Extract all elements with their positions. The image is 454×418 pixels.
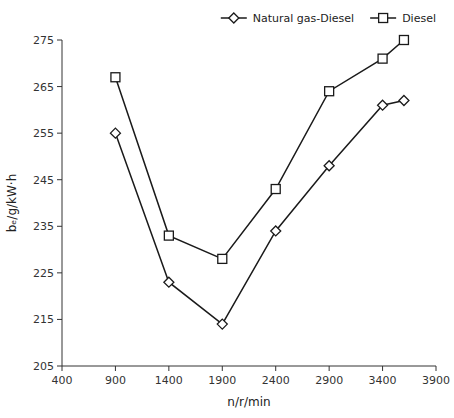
y-tick bbox=[57, 86, 62, 87]
y-tick-label: 225 bbox=[33, 267, 54, 280]
point bbox=[217, 319, 227, 329]
legend-item: Natural gas-Diesel bbox=[221, 12, 354, 25]
x-tick bbox=[115, 366, 116, 371]
point bbox=[164, 231, 173, 240]
point bbox=[110, 128, 120, 138]
point bbox=[399, 96, 409, 106]
axes: 400 900 1400 1900 2400 2900 3400 3900 205 215 225 2… bbox=[33, 34, 450, 387]
chart-container: 400 900 1400 1900 2400 2900 3400 3900 205 215 225 2… bbox=[0, 0, 454, 418]
y-tick bbox=[57, 133, 62, 134]
y-tick-label: 245 bbox=[33, 174, 54, 187]
point bbox=[271, 226, 281, 236]
y-tick bbox=[57, 272, 62, 273]
point bbox=[218, 254, 227, 263]
series-line bbox=[115, 40, 404, 259]
x-tick bbox=[275, 366, 276, 371]
plot-area bbox=[110, 36, 409, 330]
point bbox=[399, 36, 408, 45]
y-tick bbox=[57, 366, 62, 367]
y-tick-label: 265 bbox=[33, 81, 54, 94]
chart: 400 900 1400 1900 2400 2900 3400 3900 205 215 225 2… bbox=[0, 0, 454, 418]
x-tick bbox=[436, 366, 437, 371]
legend-label: Diesel bbox=[402, 12, 436, 25]
y-tick bbox=[57, 179, 62, 180]
point bbox=[324, 161, 334, 171]
x-tick-label: 3900 bbox=[422, 374, 450, 387]
x-tick-label: 3400 bbox=[369, 374, 397, 387]
point bbox=[378, 100, 388, 110]
x-tick-label: 1900 bbox=[208, 374, 236, 387]
legend: Natural gas-Diesel Diesel bbox=[221, 12, 436, 25]
series bbox=[110, 96, 409, 330]
y-tick-label: 215 bbox=[33, 313, 54, 326]
y-tick bbox=[57, 319, 62, 320]
y-tick bbox=[57, 226, 62, 227]
series-line bbox=[115, 101, 404, 325]
x-tick bbox=[168, 366, 169, 371]
y-tick-label: 205 bbox=[33, 360, 54, 373]
y-tick-label: 255 bbox=[33, 127, 54, 140]
point bbox=[111, 73, 120, 82]
x-tick bbox=[329, 366, 330, 371]
x-tick-label: 2900 bbox=[315, 374, 343, 387]
x-tick-label: 400 bbox=[52, 374, 73, 387]
legend-marker bbox=[379, 14, 388, 23]
y-tick-label: 275 bbox=[33, 34, 54, 47]
point bbox=[325, 87, 334, 96]
series bbox=[111, 36, 409, 264]
point bbox=[271, 185, 280, 194]
legend-label: Natural gas-Diesel bbox=[253, 12, 354, 25]
x-tick bbox=[222, 366, 223, 371]
y-tick-label: 235 bbox=[33, 220, 54, 233]
point bbox=[164, 277, 174, 287]
legend-marker bbox=[229, 13, 239, 23]
x-tick-label: 900 bbox=[105, 374, 126, 387]
y-axis-label: bₑ/g/kW·h bbox=[5, 174, 19, 233]
x-tick-label: 1400 bbox=[155, 374, 183, 387]
x-tick-label: 2400 bbox=[262, 374, 290, 387]
y-axis-line bbox=[62, 40, 63, 366]
x-axis-label: n/r/min bbox=[227, 395, 270, 409]
point bbox=[378, 54, 387, 63]
legend-item: Diesel bbox=[370, 12, 436, 25]
x-tick bbox=[62, 366, 63, 371]
x-axis-line bbox=[62, 366, 436, 367]
y-tick bbox=[57, 40, 62, 41]
x-tick bbox=[382, 366, 383, 371]
